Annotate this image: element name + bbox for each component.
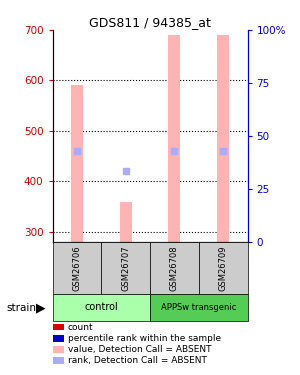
- Bar: [119, 201, 132, 242]
- Title: GDS811 / 94385_at: GDS811 / 94385_at: [89, 16, 211, 29]
- Bar: [168, 35, 181, 242]
- Text: GSM26706: GSM26706: [72, 245, 81, 291]
- Text: APPSw transgenic: APPSw transgenic: [161, 303, 236, 312]
- Text: control: control: [84, 303, 118, 312]
- Text: GSM26708: GSM26708: [170, 245, 179, 291]
- Bar: [217, 35, 229, 242]
- Text: strain: strain: [6, 303, 36, 313]
- Bar: [71, 86, 83, 242]
- Text: GSM26707: GSM26707: [121, 245, 130, 291]
- Bar: [199, 242, 248, 294]
- Text: GSM26709: GSM26709: [219, 245, 228, 291]
- Bar: [150, 294, 248, 321]
- Bar: [150, 242, 199, 294]
- Bar: [101, 242, 150, 294]
- Bar: [52, 294, 150, 321]
- Text: rank, Detection Call = ABSENT: rank, Detection Call = ABSENT: [68, 356, 206, 365]
- Text: percentile rank within the sample: percentile rank within the sample: [68, 334, 220, 343]
- Text: ▶: ▶: [36, 302, 45, 315]
- Text: value, Detection Call = ABSENT: value, Detection Call = ABSENT: [68, 345, 211, 354]
- Text: count: count: [68, 322, 93, 332]
- Bar: [52, 242, 101, 294]
